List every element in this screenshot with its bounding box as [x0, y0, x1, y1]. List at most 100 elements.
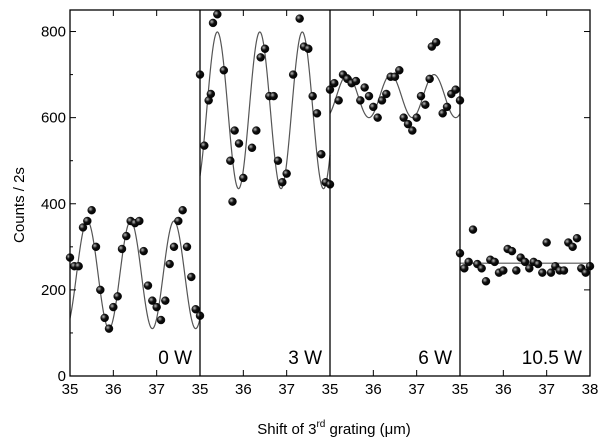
data-point [364, 91, 374, 101]
x-axis-title-post: grating ( [325, 421, 384, 438]
data-point [546, 268, 556, 277]
data-point [360, 83, 369, 92]
data-point [520, 257, 530, 267]
data-point [312, 109, 322, 118]
data-point [83, 216, 92, 226]
x-tick-label: 35 [192, 381, 209, 398]
data-point [148, 296, 157, 305]
data-point [304, 44, 313, 53]
panel-1: 0 W [65, 206, 205, 369]
data-point [308, 91, 317, 101]
fit-curve-1 [69, 220, 201, 330]
data-point [373, 113, 382, 122]
data-point [178, 206, 187, 215]
data-point [442, 102, 452, 112]
data-point [187, 272, 196, 282]
data-point [226, 156, 235, 165]
data-point [239, 173, 248, 183]
data-point [100, 313, 109, 323]
panels: 0 W 3 W 6 W 10.5 W [65, 10, 595, 369]
data-point [165, 259, 174, 269]
y-tick-label: 600 [41, 110, 66, 127]
data-point [206, 89, 216, 99]
data-point [369, 102, 378, 112]
data-point [425, 74, 434, 84]
x-axis-title-sup: rd [316, 419, 325, 430]
data-point [499, 266, 508, 275]
x-tick-label: 36 [105, 381, 122, 398]
x-tick-label: 35 [452, 381, 469, 398]
data-point [208, 18, 218, 28]
x-tick-label: 37 [148, 381, 165, 398]
data-point [139, 246, 148, 256]
y-axis: 0 200 400 600 800 [41, 24, 590, 385]
data-point [174, 216, 183, 226]
data-point [143, 281, 153, 290]
x-axis-title-unit: m) [393, 421, 411, 438]
data-point [273, 156, 283, 165]
x-tick-label: 38 [582, 381, 599, 398]
data-point [182, 242, 192, 252]
data-point [408, 126, 417, 135]
data-point [395, 66, 404, 75]
data-point [382, 89, 391, 99]
x-tick-label: 37 [538, 381, 555, 398]
data-point [377, 96, 387, 105]
data-point [247, 143, 257, 152]
fit-curve-2 [199, 31, 331, 190]
data-point [135, 216, 144, 226]
panel-label-2: 3 W [288, 348, 322, 369]
data-point [403, 119, 413, 129]
y-tick-label: 200 [41, 282, 66, 299]
data-point [117, 244, 127, 254]
data-point [256, 53, 265, 62]
data-point [161, 296, 170, 305]
data-point [113, 292, 122, 301]
data-point [431, 38, 441, 47]
data-point [91, 242, 101, 252]
data-point [334, 96, 343, 105]
data-point [451, 85, 460, 94]
x-axis: 35 36 37 35 36 37 35 36 37 35 36 37 38 [62, 10, 599, 398]
data-point [213, 10, 222, 19]
data-point [572, 234, 582, 243]
data-point [317, 150, 326, 159]
data-point [351, 76, 361, 86]
data-point [481, 277, 491, 286]
y-tick-label: 400 [41, 196, 66, 213]
data-point [288, 70, 298, 79]
data-point [568, 242, 577, 252]
data-point [559, 266, 569, 275]
data-point [416, 91, 426, 101]
data-point [200, 141, 209, 150]
data-point [542, 238, 551, 247]
x-axis-title-mu: μ [385, 421, 394, 438]
panel-2: 3 W [195, 10, 335, 369]
x-tick-label: 36 [235, 381, 252, 398]
data-point [477, 264, 486, 273]
panel-3: 6 W [325, 38, 465, 369]
data-point [260, 44, 270, 53]
data-point [228, 197, 237, 206]
y-axis-title: Counts / 2s [11, 167, 28, 243]
data-point [399, 113, 408, 122]
data-point [356, 96, 365, 105]
data-point [269, 91, 278, 101]
data-point [421, 100, 430, 109]
data-point [538, 268, 547, 277]
data-point [533, 259, 543, 269]
data-point [230, 126, 239, 135]
y-tick-label: 800 [41, 24, 66, 41]
x-tick-label: 36 [365, 381, 382, 398]
data-point [169, 242, 179, 252]
x-tick-label: 35 [322, 381, 339, 398]
data-point [468, 225, 478, 234]
data-point [525, 264, 534, 273]
data-point [330, 78, 339, 88]
panel-label-4: 10.5 W [522, 348, 582, 369]
x-tick-label: 37 [278, 381, 295, 398]
data-point [104, 324, 114, 333]
data-point [464, 257, 473, 267]
